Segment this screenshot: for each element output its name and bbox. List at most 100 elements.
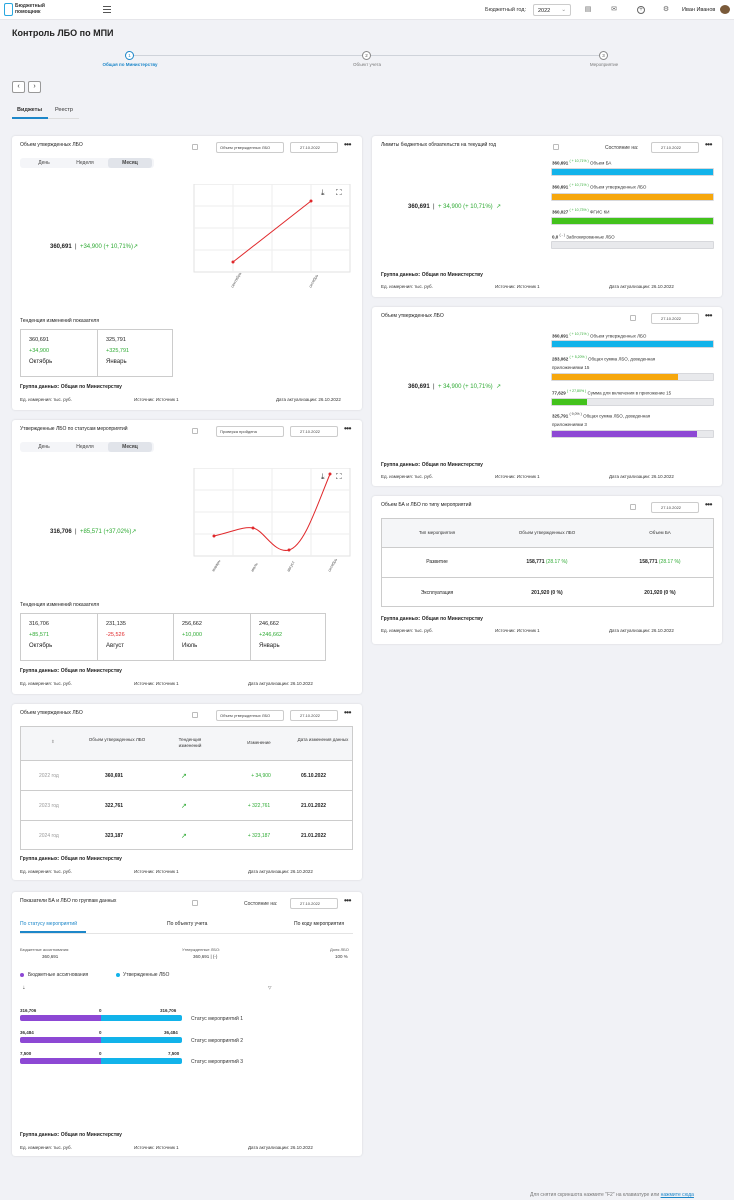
col-volume[interactable]: Объем утвержденных ЛБО xyxy=(88,737,146,742)
card-lbo-by-status: Утвержденные ЛБО по статусам мероприятий… xyxy=(12,420,362,694)
date-input[interactable]: 27.10.2022 xyxy=(651,502,699,513)
next-button[interactable]: › xyxy=(28,81,41,93)
card-approved-lbo: Объем утвержденных ЛБО Объем утвержденны… xyxy=(12,136,362,410)
row-year: 2024 год xyxy=(39,833,59,839)
bar-track xyxy=(551,193,714,201)
indicator-select[interactable]: Объем утвержденных ЛБО xyxy=(216,142,284,153)
more-menu[interactable]: ••• xyxy=(344,708,351,717)
period-week[interactable]: Неделя xyxy=(76,160,94,166)
date-input[interactable]: 27.10.2022 xyxy=(290,142,338,153)
bar-ba[interactable] xyxy=(20,1058,101,1064)
indicator-select[interactable]: Объем утвержденных ЛБО xyxy=(216,710,284,721)
more-menu[interactable]: ••• xyxy=(705,311,712,320)
tab-widgets[interactable]: Виджеты xyxy=(17,107,43,113)
document-icon[interactable]: ▤ xyxy=(584,6,592,13)
bar-track xyxy=(551,168,714,176)
step-1[interactable]: 1 xyxy=(125,51,134,60)
download-icon[interactable]: ⤓ xyxy=(321,472,325,481)
save-icon[interactable] xyxy=(630,315,636,321)
filter-icon[interactable]: ▽ xyxy=(268,985,272,990)
logo-icon[interactable] xyxy=(4,3,13,16)
bar-ba[interactable] xyxy=(20,1037,101,1043)
sum-lbo-value: 360,691 | (-) xyxy=(193,954,218,959)
save-icon[interactable] xyxy=(192,712,198,718)
period-day[interactable]: День xyxy=(38,444,50,450)
more-menu[interactable]: ••• xyxy=(344,424,351,433)
screenshot-link[interactable]: нажмите сюда xyxy=(660,1192,694,1198)
period-month[interactable]: Месяц xyxy=(108,442,152,452)
data-group: Группа данных: Общая по Министерству xyxy=(20,384,122,390)
table-header xyxy=(382,519,713,547)
save-icon[interactable] xyxy=(192,144,198,150)
source-label: Источник: Источник 1 xyxy=(134,681,179,686)
prev-button[interactable]: ‹ xyxy=(12,81,25,93)
period-day[interactable]: День xyxy=(38,160,50,166)
step-2[interactable]: 2 xyxy=(362,51,371,60)
page-title: Контроль ЛБО по МПИ xyxy=(12,28,114,38)
tab-by-code[interactable]: По коду мероприятия xyxy=(294,921,345,927)
fullscreen-icon[interactable]: ⛶ xyxy=(336,188,342,197)
budget-year-select[interactable]: 2022 ⌄ xyxy=(533,4,571,16)
bar-track xyxy=(551,430,714,438)
trend-cell: 316,706 +85,571 Октябрь xyxy=(21,614,98,660)
save-icon[interactable] xyxy=(630,504,636,510)
bar-header: 325,791 ( 9,0% ) Общая сумма ЛБО, доведе… xyxy=(552,412,651,419)
period-month[interactable]: Месяц xyxy=(108,158,152,168)
bar-ba[interactable] xyxy=(20,1015,101,1021)
data-group: Группа данных: Общая по Министерству xyxy=(20,668,122,674)
col-type[interactable]: Тип мероприятия xyxy=(418,530,456,535)
col-ba[interactable]: Объем БА xyxy=(649,530,671,535)
col-date[interactable]: Дата изменения данных xyxy=(297,737,349,742)
step-3-label[interactable]: Мероприятие xyxy=(589,62,619,67)
row-right-value: 36,484 xyxy=(164,1030,178,1035)
avatar[interactable] xyxy=(720,5,730,14)
bar-track xyxy=(551,373,714,381)
sort-icon[interactable]: ⬍ xyxy=(51,739,55,744)
more-menu[interactable]: ••• xyxy=(705,140,712,149)
menu-icon[interactable] xyxy=(103,6,111,13)
user-name[interactable]: Иван Иванов xyxy=(682,7,716,13)
date-input[interactable]: 27.10.2022 xyxy=(651,313,699,324)
step-3[interactable]: 3 xyxy=(599,51,608,60)
col-trend[interactable]: Тенденция изменений xyxy=(178,737,202,748)
trend-cell: 325,791 +325,791 Январь xyxy=(106,337,130,365)
app-name[interactable]: Бюджетный помощник xyxy=(15,3,45,15)
mail-icon[interactable]: ✉ xyxy=(611,6,617,13)
data-group: Группа данных: Общая по Министерству xyxy=(20,856,122,862)
tabs-divider xyxy=(20,933,353,934)
bar-fill xyxy=(552,194,713,200)
col-lbo[interactable]: Объем утвержденных ЛБО xyxy=(518,530,576,535)
date-input[interactable]: 27.10.2022 xyxy=(290,710,338,721)
date-input[interactable]: 27.10.2022 xyxy=(290,898,338,909)
date-input[interactable]: 27.10.2022 xyxy=(290,426,338,437)
save-icon[interactable] xyxy=(192,428,198,434)
fullscreen-icon[interactable]: ⛶ xyxy=(336,472,342,481)
tab-by-status[interactable]: По статусу мероприятий xyxy=(20,921,77,927)
row-volume: 323,187 xyxy=(105,833,124,839)
source-label: Источник: Источник 1 xyxy=(134,1145,179,1150)
legend-ba[interactable]: Бюджетные ассигнования xyxy=(28,972,89,978)
date-input[interactable]: 27.10.2022 xyxy=(651,142,699,153)
sort-icon[interactable]: ⇣ xyxy=(22,985,26,990)
step-2-label[interactable]: Объект учета xyxy=(352,62,382,67)
tab-by-object[interactable]: По объекту учета xyxy=(167,921,208,927)
save-icon[interactable] xyxy=(553,144,559,150)
status-select[interactable]: Проверка пройдена xyxy=(216,426,284,437)
more-menu[interactable]: ••• xyxy=(344,140,351,149)
bar-lbo[interactable] xyxy=(101,1058,182,1064)
more-menu[interactable]: ••• xyxy=(705,500,712,509)
step-1-label[interactable]: Общая по Министерству xyxy=(102,62,158,67)
tab-registry[interactable]: Реестр xyxy=(55,107,73,113)
more-menu[interactable]: ••• xyxy=(344,896,351,905)
gear-icon[interactable]: ⚙ xyxy=(662,6,670,13)
bar-header-line2: приложениями 3 xyxy=(552,422,587,427)
save-icon[interactable] xyxy=(192,900,198,906)
bar-lbo[interactable] xyxy=(101,1015,182,1021)
series-line xyxy=(213,473,331,551)
download-icon[interactable]: ⤓ xyxy=(321,188,325,197)
add-icon[interactable]: + xyxy=(637,6,645,14)
period-week[interactable]: Неделя xyxy=(76,444,94,450)
bar-lbo[interactable] xyxy=(101,1037,182,1043)
col-change[interactable]: Изменение xyxy=(247,740,271,745)
legend-lbo[interactable]: Утвержденные ЛБО xyxy=(123,972,170,978)
